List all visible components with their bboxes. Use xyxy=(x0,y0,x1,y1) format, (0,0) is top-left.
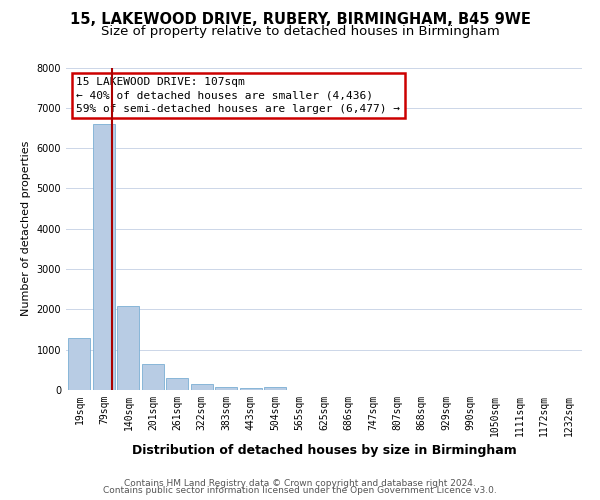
Bar xyxy=(93,124,115,390)
Bar xyxy=(166,378,188,390)
Bar xyxy=(264,387,286,390)
Bar xyxy=(191,384,213,390)
X-axis label: Distribution of detached houses by size in Birmingham: Distribution of detached houses by size … xyxy=(131,444,517,458)
Bar xyxy=(118,306,139,390)
Text: 15 LAKEWOOD DRIVE: 107sqm
← 40% of detached houses are smaller (4,436)
59% of se: 15 LAKEWOOD DRIVE: 107sqm ← 40% of detac… xyxy=(76,77,400,114)
Text: Contains public sector information licensed under the Open Government Licence v3: Contains public sector information licen… xyxy=(103,486,497,495)
Bar xyxy=(68,338,91,390)
Bar xyxy=(142,364,164,390)
Y-axis label: Number of detached properties: Number of detached properties xyxy=(21,141,31,316)
Bar xyxy=(239,388,262,390)
Text: Contains HM Land Registry data © Crown copyright and database right 2024.: Contains HM Land Registry data © Crown c… xyxy=(124,478,476,488)
Bar xyxy=(215,387,237,390)
Text: Size of property relative to detached houses in Birmingham: Size of property relative to detached ho… xyxy=(101,25,499,38)
Text: 15, LAKEWOOD DRIVE, RUBERY, BIRMINGHAM, B45 9WE: 15, LAKEWOOD DRIVE, RUBERY, BIRMINGHAM, … xyxy=(70,12,530,28)
